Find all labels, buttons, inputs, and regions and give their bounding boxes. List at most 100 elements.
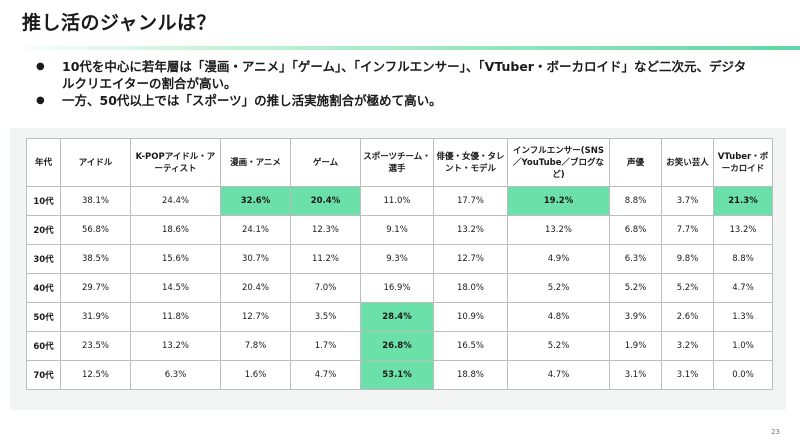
table-cell: 6.3%	[609, 244, 662, 274]
table-cell: 13.2%	[433, 215, 508, 245]
table-cell: 0.0%	[713, 360, 773, 390]
table-cell: 18.6%	[130, 215, 221, 245]
header-influencer: インフルエンサー(SNS／YouTube／ブログなど)	[507, 138, 610, 187]
table-cell: 23.5%	[60, 331, 131, 361]
table-cell-highlight: 28.4%	[360, 302, 434, 332]
table-cell: 24.1%	[220, 215, 291, 245]
table-cell: 3.1%	[609, 360, 662, 390]
table-cell: 12.7%	[433, 244, 508, 274]
table-row: 10代 38.1% 24.4% 32.6% 20.4% 11.0% 17.7% …	[26, 186, 773, 216]
table-cell: 70代	[26, 360, 61, 390]
table-cell: 3.2%	[661, 331, 714, 361]
table-cell: 14.5%	[130, 273, 221, 303]
header-actor: 俳優・女優・タレント・モデル	[433, 138, 508, 187]
table-cell: 8.8%	[713, 244, 773, 274]
table-cell: 12.5%	[60, 360, 131, 390]
table-cell: 11.8%	[130, 302, 221, 332]
table-cell: 4.9%	[507, 244, 610, 274]
header-manga-anime: 漫画・アニメ	[220, 138, 291, 187]
table-cell: 13.2%	[713, 215, 773, 245]
table-cell: 5.2%	[609, 273, 662, 303]
header-kpop: K-POPアイドル・アーティスト	[130, 138, 221, 187]
table-cell: 38.1%	[60, 186, 131, 216]
table-cell-highlight: 21.3%	[713, 186, 773, 216]
table-cell: 16.5%	[433, 331, 508, 361]
header-comedian: お笑い芸人	[661, 138, 714, 187]
table-cell: 4.7%	[713, 273, 773, 303]
table-cell: 18.8%	[433, 360, 508, 390]
slide-title: 推し活のジャンルは？	[22, 12, 217, 34]
table-cell: 3.5%	[290, 302, 361, 332]
table-cell: 13.2%	[130, 331, 221, 361]
table-cell: 18.0%	[433, 273, 508, 303]
genre-by-age-table: 年代 アイドル K-POPアイドル・アーティスト 漫画・アニメ ゲーム スポーツ…	[26, 138, 773, 390]
table-cell: 5.2%	[507, 331, 610, 361]
table-row: 60代 23.5% 13.2% 7.8% 1.7% 26.8% 16.5% 5.…	[26, 331, 773, 361]
table-cell: 4.7%	[290, 360, 361, 390]
table-cell: 9.1%	[360, 215, 434, 245]
table-cell: 50代	[26, 302, 61, 332]
table-header-row: 年代 アイドル K-POPアイドル・アーティスト 漫画・アニメ ゲーム スポーツ…	[26, 138, 773, 187]
bullet-item-1: 10代を中心に若年層は「漫画・アニメ」「ゲーム」、「インフルエンサー」、「VTu…	[36, 58, 756, 92]
table-cell-highlight: 53.1%	[360, 360, 434, 390]
table-cell: 1.9%	[609, 331, 662, 361]
table-cell: 2.6%	[661, 302, 714, 332]
table-cell: 38.5%	[60, 244, 131, 274]
table-cell: 1.6%	[220, 360, 291, 390]
table-cell: 56.8%	[60, 215, 131, 245]
table-cell: 60代	[26, 331, 61, 361]
table-cell: 17.7%	[433, 186, 508, 216]
table-cell: 7.8%	[220, 331, 291, 361]
table-cell: 15.6%	[130, 244, 221, 274]
table-cell: 5.2%	[507, 273, 610, 303]
table-row: 40代 29.7% 14.5% 20.4% 7.0% 16.9% 18.0% 5…	[26, 273, 773, 303]
table-cell-highlight: 32.6%	[220, 186, 291, 216]
header-voice-actor: 声優	[609, 138, 662, 187]
table-cell: 11.0%	[360, 186, 434, 216]
table-cell: 3.7%	[661, 186, 714, 216]
table-cell: 1.3%	[713, 302, 773, 332]
table-row: 50代 31.9% 11.8% 12.7% 3.5% 28.4% 10.9% 4…	[26, 302, 773, 332]
table-cell: 11.2%	[290, 244, 361, 274]
table-cell: 6.8%	[609, 215, 662, 245]
table-cell: 24.4%	[130, 186, 221, 216]
bullet-list: 10代を中心に若年層は「漫画・アニメ」「ゲーム」、「インフルエンサー」、「VTu…	[36, 58, 756, 109]
table-cell: 20.4%	[220, 273, 291, 303]
table-cell: 10代	[26, 186, 61, 216]
table-cell: 8.8%	[609, 186, 662, 216]
header-vtuber: VTuber・ボーカロイド	[713, 138, 773, 187]
table-cell: 13.2%	[507, 215, 610, 245]
table-cell-highlight: 19.2%	[507, 186, 610, 216]
table-cell: 1.0%	[713, 331, 773, 361]
table-cell: 40代	[26, 273, 61, 303]
table-row: 70代 12.5% 6.3% 1.6% 4.7% 53.1% 18.8% 4.7…	[26, 360, 773, 390]
table-cell: 3.9%	[609, 302, 662, 332]
table-cell: 31.9%	[60, 302, 131, 332]
table-cell: 29.7%	[60, 273, 131, 303]
table-cell-highlight: 26.8%	[360, 331, 434, 361]
table-cell: 10.9%	[433, 302, 508, 332]
table-row: 30代 38.5% 15.6% 30.7% 11.2% 9.3% 12.7% 4…	[26, 244, 773, 274]
table-cell: 30代	[26, 244, 61, 274]
bullet-item-2: 一方、50代以上では「スポーツ」の推し活実施割合が極めて高い。	[36, 92, 756, 109]
table-cell: 30.7%	[220, 244, 291, 274]
header-game: ゲーム	[290, 138, 361, 187]
header-idol: アイドル	[60, 138, 131, 187]
table-cell: 3.1%	[661, 360, 714, 390]
table-cell: 7.0%	[290, 273, 361, 303]
table-cell: 20代	[26, 215, 61, 245]
header-sports: スポーツチーム・選手	[360, 138, 434, 187]
header-age: 年代	[26, 138, 61, 187]
table-row: 20代 56.8% 18.6% 24.1% 12.3% 9.1% 13.2% 1…	[26, 215, 773, 245]
table-cell: 6.3%	[130, 360, 221, 390]
table-cell: 4.7%	[507, 360, 610, 390]
table-cell: 16.9%	[360, 273, 434, 303]
table-cell: 12.3%	[290, 215, 361, 245]
table-cell: 4.8%	[507, 302, 610, 332]
table-cell: 5.2%	[661, 273, 714, 303]
table-cell: 1.7%	[290, 331, 361, 361]
title-underline	[0, 46, 800, 50]
table-cell-highlight: 20.4%	[290, 186, 361, 216]
table-cell: 9.8%	[661, 244, 714, 274]
table-cell: 7.7%	[661, 215, 714, 245]
